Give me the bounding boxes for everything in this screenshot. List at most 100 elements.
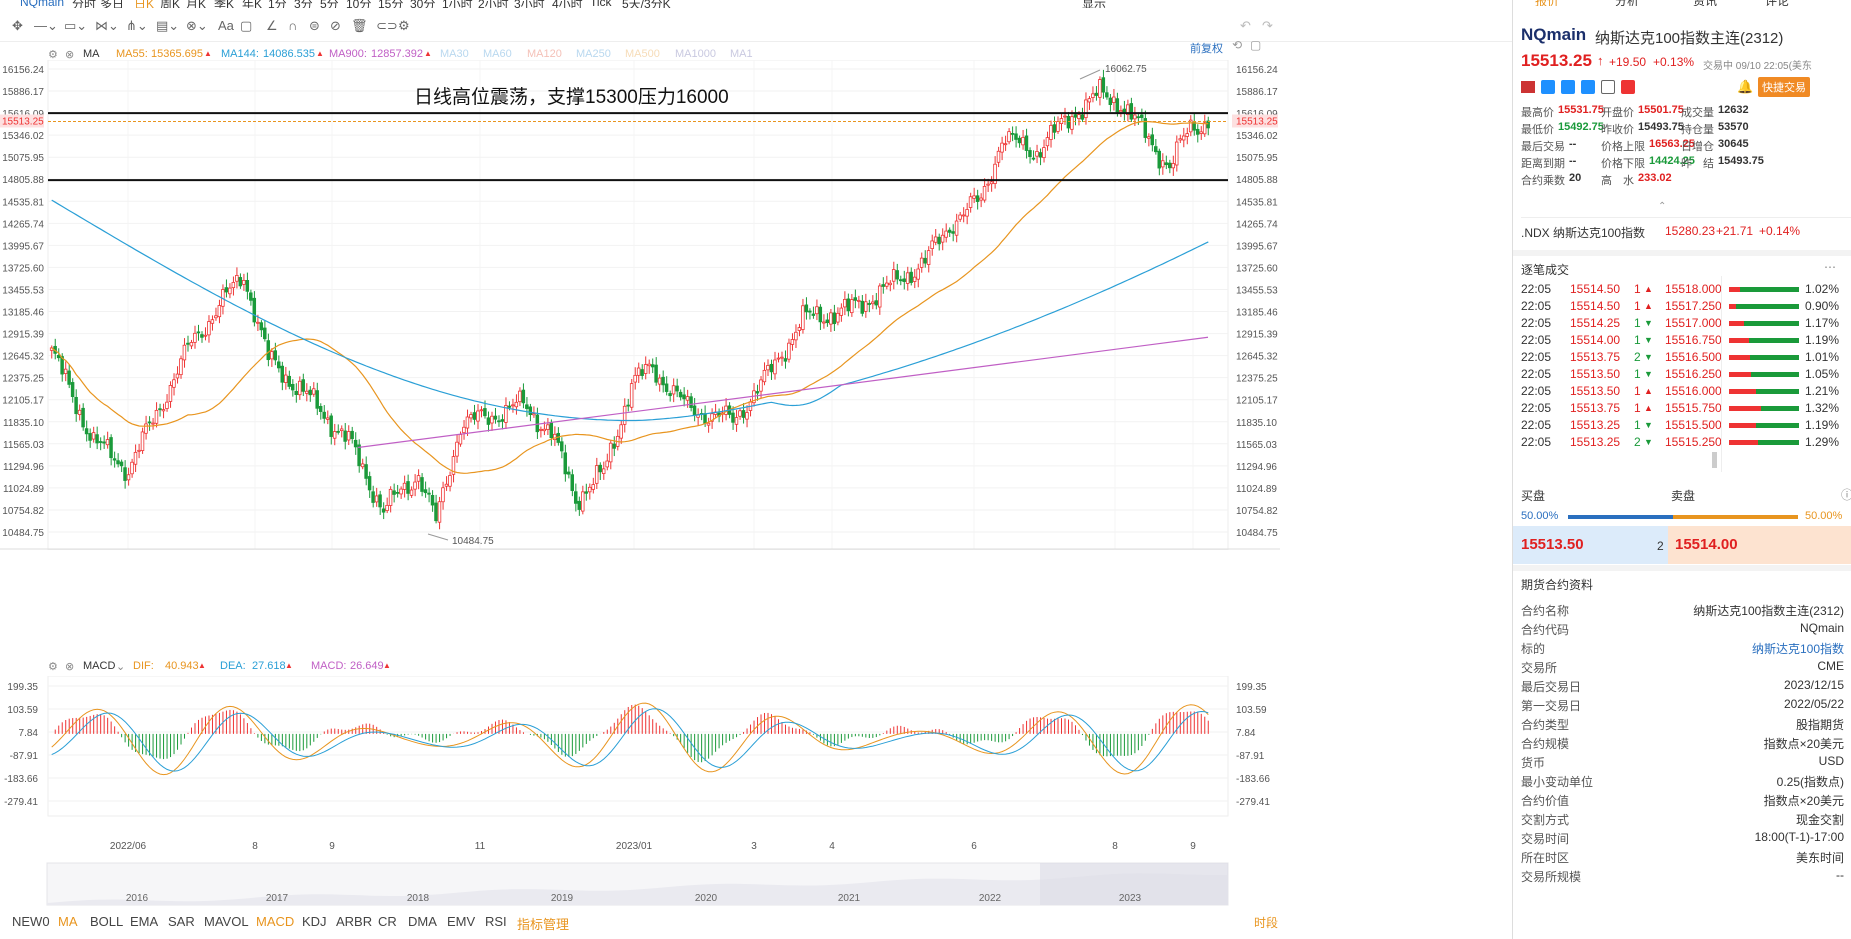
ma-indicator-name[interactable]: MA (83, 48, 100, 60)
channel-tool-icon[interactable]: ⋔⌄ (126, 18, 148, 33)
heart-icon[interactable] (1621, 80, 1635, 94)
crosshair-icon[interactable]: ✥ (12, 18, 23, 33)
macd-indicator-name[interactable]: MACD (83, 660, 116, 672)
chart-icon[interactable] (1561, 80, 1575, 94)
chart-annotation[interactable]: 日线高位震荡，支撑15300压力16000 (414, 86, 729, 108)
period-item[interactable]: 1分 (268, 0, 287, 8)
scrollbar[interactable] (1712, 452, 1717, 468)
link-icon[interactable]: ⊂⊃ (376, 18, 398, 33)
indicator-tab[interactable]: DMA (408, 914, 437, 929)
period-item[interactable]: 30分 (410, 0, 436, 8)
panel-tab[interactable]: 评论 (1765, 0, 1789, 6)
magnet-icon[interactable]: ∩ (288, 18, 298, 33)
indicator-tab[interactable]: SAR (168, 914, 195, 929)
text-tool-icon[interactable]: Aa (218, 18, 234, 33)
tick-row: 22:05 15513.75 2 ▼ 15516.500 1.01% (1513, 347, 1851, 367)
candlestick-chart[interactable]: 16156.2416156.2415886.1715886.1715616.09… (0, 60, 1280, 550)
period-item[interactable]: 15分 (378, 0, 404, 8)
ma-legend-label[interactable]: MA900: (329, 48, 367, 60)
indicator-tab[interactable]: RSI (485, 914, 507, 929)
indicator-tab[interactable]: 指标管理 (517, 917, 570, 932)
candle (486, 417, 491, 425)
contract-value[interactable]: 纳斯达克100指数 (1751, 642, 1844, 656)
period-item[interactable]: 3分 (294, 0, 313, 8)
square-icon[interactable]: ▢ (1250, 38, 1262, 52)
pencil-icon[interactable]: ∠ (266, 18, 278, 33)
trash-icon[interactable]: 🗑 (351, 18, 368, 33)
settings-icon[interactable]: ⚙ (398, 18, 410, 33)
tag-icon[interactable] (1581, 80, 1595, 94)
candle (738, 410, 742, 417)
period-item[interactable]: 分时 (72, 0, 97, 8)
ma-legend-label[interactable]: MA55: (116, 48, 148, 60)
ask-box[interactable] (1668, 526, 1851, 564)
adjust-button[interactable]: 前复权 (1190, 43, 1223, 55)
bid-box[interactable] (1513, 526, 1668, 564)
indicator-tab[interactable]: MAVOL (204, 914, 249, 929)
panel-tab[interactable]: 分析 (1615, 0, 1639, 6)
line-tool-icon[interactable]: —⌄ (34, 18, 58, 33)
period-item[interactable]: Tick (590, 0, 612, 8)
indicator-tab[interactable]: KDJ (302, 914, 327, 929)
undo-icon[interactable]: ↶ (1240, 18, 1251, 33)
indicator-tab[interactable]: CR (378, 914, 397, 929)
panel-tab[interactable]: 报价 (1535, 0, 1559, 6)
period-item[interactable]: 4小时 (552, 0, 583, 8)
panel-tab[interactable]: 资讯 (1693, 0, 1717, 6)
note-tool-icon[interactable]: ▢ (240, 18, 253, 33)
period-item[interactable]: 季K (214, 0, 235, 8)
close-icon[interactable]: ⊗ (65, 49, 75, 61)
brush-tool-icon[interactable]: ⊗⌄ (186, 18, 208, 33)
indicator-tab[interactable]: EMA (130, 914, 159, 929)
period-item[interactable]: 月K (186, 0, 207, 8)
more-icon[interactable]: ⋯ (1824, 260, 1836, 274)
chevron-up-icon[interactable]: ⌃ (1658, 201, 1667, 212)
settings-icon[interactable]: ⚙ (48, 661, 58, 673)
info-icon[interactable]: ⓘ (1841, 486, 1851, 503)
period-item[interactable]: 1小时 (442, 0, 473, 8)
ma-legend-label[interactable]: MA500 (625, 48, 660, 60)
ma-legend-label[interactable]: MA120 (527, 48, 562, 60)
tool-icon[interactable] (1541, 80, 1555, 94)
indicator-tab[interactable]: ARBR (336, 914, 373, 929)
ma-legend-label[interactable]: MA144: (221, 48, 259, 60)
ma-legend-label[interactable]: MA30 (440, 48, 469, 60)
ma-legend-label[interactable]: MA250 (576, 48, 611, 60)
period-item[interactable]: 年K (242, 0, 263, 8)
indicator-tab[interactable]: MA (58, 914, 78, 929)
display-menu[interactable]: 显示 (1082, 0, 1107, 8)
index-ticker[interactable]: .NDX 纳斯达克100指数 (1521, 226, 1646, 240)
shape-tool-icon[interactable]: ▭⌄ (64, 18, 88, 33)
quick-trade-button[interactable]: 快捷交易 (1758, 77, 1810, 97)
hide-icon[interactable]: ⊘ (330, 18, 341, 33)
redo-icon[interactable]: ↷ (1262, 18, 1273, 33)
macd-chart[interactable]: 199.35 199.35 103.59 103.59 7.84 7.84 -87.91 -8… (0, 676, 1280, 841)
period-item[interactable]: 周K (160, 0, 181, 8)
ma-legend-label[interactable]: MA1000 (675, 48, 716, 60)
fib-tool-icon[interactable]: ⋈⌄ (95, 18, 119, 33)
measure-tool-icon[interactable]: ▤⌄ (156, 18, 180, 33)
list-icon[interactable] (1601, 80, 1615, 94)
indicator-tab[interactable]: EMV (447, 914, 476, 929)
period-item[interactable]: 多日 (100, 0, 125, 8)
indicator-tab[interactable]: BOLL (90, 914, 124, 929)
period-item[interactable]: 10分 (346, 0, 372, 8)
symbol-tab[interactable]: NQmain (20, 0, 65, 8)
indicator-tab[interactable]: NEW0 (12, 914, 50, 929)
settings-icon[interactable]: ⚙ (48, 49, 58, 61)
period-button[interactable]: 时段 (1254, 916, 1279, 930)
period-item[interactable]: 日K (134, 0, 155, 8)
indicator-tab[interactable]: MACD (256, 914, 295, 929)
period-item[interactable]: 2小时 (478, 0, 509, 8)
time-axis[interactable]: 2022/06 8 9 11 2023/01 3 4 6 8 9 2016 2017 2018 2019 2… (0, 841, 1280, 909)
reset-icon[interactable]: ⟲ (1232, 38, 1243, 52)
period-item[interactable]: 3小时 (514, 0, 545, 8)
period-item[interactable]: 5分 (320, 0, 339, 8)
chevron-down-icon[interactable]: ⌄ (116, 661, 126, 673)
eye-icon[interactable]: ⊜ (309, 18, 320, 33)
ma-legend-label[interactable]: MA1 (730, 48, 753, 60)
period-item[interactable]: 5天/3分K (622, 0, 671, 8)
ma-legend-label[interactable]: MA60 (483, 48, 512, 60)
close-icon[interactable]: ⊗ (65, 661, 75, 673)
bell-icon[interactable]: 🔔 (1737, 79, 1754, 94)
